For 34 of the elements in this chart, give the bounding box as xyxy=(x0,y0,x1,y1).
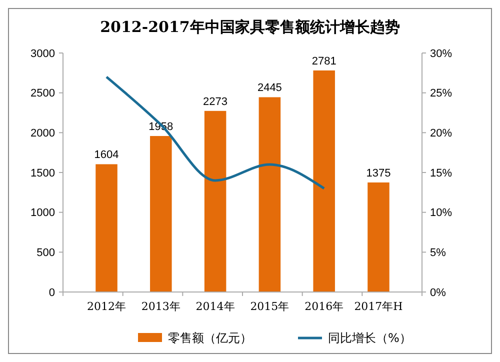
y-tick-label: 2500 xyxy=(30,88,55,100)
y-tick-label: 1000 xyxy=(30,207,55,220)
legend-label: 同比增长（%） xyxy=(328,331,412,346)
bar xyxy=(368,182,390,292)
x-tick-label: 2017年H xyxy=(354,300,403,313)
bar xyxy=(313,70,335,292)
y-tick-label: 2000 xyxy=(30,128,55,140)
y-tick-label: 500 xyxy=(36,247,55,260)
y-tick-label: 3000 xyxy=(30,48,55,60)
x-tick-label: 2015年 xyxy=(250,300,290,313)
bar xyxy=(96,164,118,292)
y2-tick-label: 5% xyxy=(430,247,446,260)
x-tick-label: 2012年 xyxy=(87,300,126,313)
x-tick-label: 2013年 xyxy=(141,300,180,313)
bar xyxy=(150,136,172,292)
y-tick-label: 0 xyxy=(48,286,55,299)
y2-tick-label: 10% xyxy=(430,207,452,220)
x-tick-label: 2016年 xyxy=(304,300,344,313)
data-label: 2273 xyxy=(203,96,228,108)
y2-tick-label: 20% xyxy=(430,128,452,140)
bar xyxy=(204,110,226,292)
bar xyxy=(258,97,281,292)
data-label: 1375 xyxy=(366,167,391,180)
data-label: 2781 xyxy=(312,55,336,68)
y2-tick-label: 15% xyxy=(430,167,452,180)
x-tick-label: 2014年 xyxy=(196,300,235,313)
y-tick-label: 1500 xyxy=(30,167,55,180)
data-label: 1604 xyxy=(94,149,119,162)
chart-title: 2012-2017年中国家具零售额统计增长趋势 xyxy=(100,18,400,36)
y2-tick-label: 25% xyxy=(430,88,452,100)
legend-label: 零售额（亿元） xyxy=(168,331,252,346)
y2-tick-label: 30% xyxy=(430,48,452,60)
y2-tick-label: 0% xyxy=(430,286,446,299)
data-label: 2445 xyxy=(257,82,282,94)
